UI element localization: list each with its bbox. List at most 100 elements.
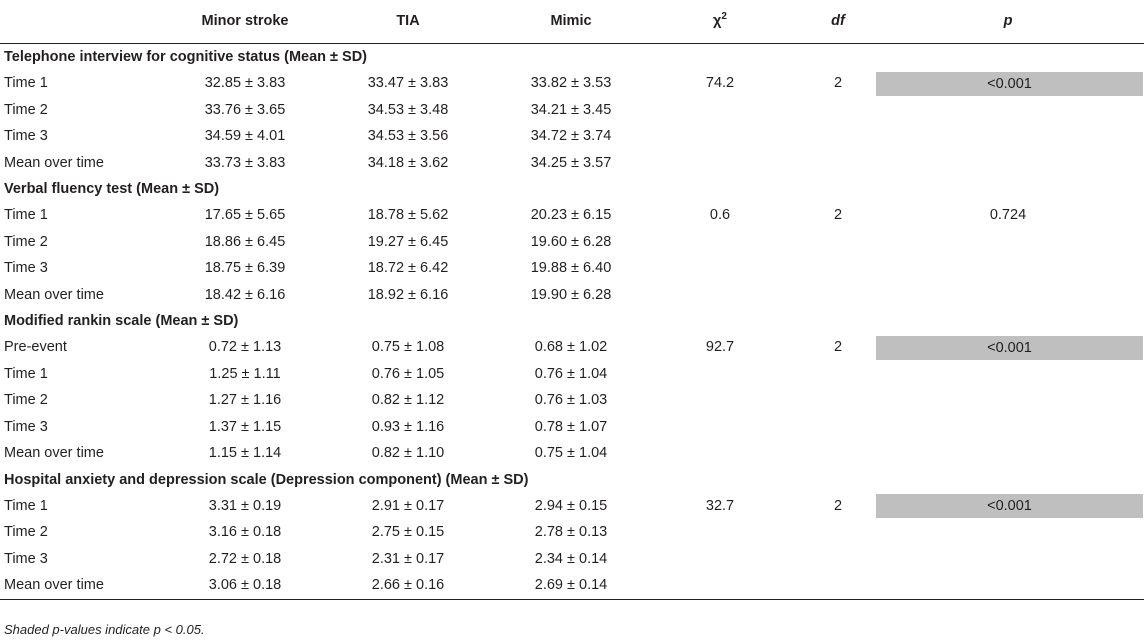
cell-chi-square [636,546,804,572]
cell-df [804,255,872,281]
cell-mimic: 2.78 ± 0.13 [534,524,608,541]
row-label: Mean over time [4,445,104,462]
shaded-p-value: <0.001 [876,71,1143,96]
table-row: Time 2 33.76 ± 3.65 34.53 ± 3.48 34.21 ± 3.… [0,97,1144,123]
cell-tia: 0.93 ± 1.16 [371,418,445,435]
cell-mimic: 19.88 ± 6.40 [530,260,612,277]
section-header-row: Telephone interview for cognitive status… [0,44,1144,71]
table-footnote: Shaded p-values indicate p < 0.05. [4,622,205,637]
row-label: Time 2 [4,392,48,409]
section-header-row: Verbal fluency test (Mean ± SD) [0,176,1144,202]
cell-mimic: 33.82 ± 3.53 [530,75,612,92]
cell-tia: 34.18 ± 3.62 [367,154,449,171]
cell-minor-stroke: 0.72 ± 1.13 [208,339,282,356]
table-row: Time 1 1.25 ± 1.11 0.76 ± 1.05 0.76 ± 1.04 [0,361,1144,387]
row-label: Time 1 [4,365,48,382]
cell-df [804,546,872,572]
section-header-row: Modified rankin scale (Mean ± SD) [0,308,1144,334]
section-title: Modified rankin scale (Mean ± SD) [4,313,239,330]
section-title: Verbal fluency test (Mean ± SD) [4,181,220,198]
cell-df [804,414,872,440]
cell-tia: 0.75 ± 1.08 [371,339,445,356]
cell-df [804,229,872,255]
table-row: Pre-event 0.72 ± 1.13 0.75 ± 1.08 0.68 ± 1.… [0,334,1144,360]
header-p: p [872,0,1144,44]
header-minor-stroke: Minor stroke [180,0,310,44]
header-mimic: Mimic [506,0,636,44]
section-title: Telephone interview for cognitive status… [4,49,367,65]
row-label: Time 1 [4,75,48,92]
table-body: Telephone interview for cognitive status… [0,44,1144,600]
row-label: Mean over time [4,286,104,303]
cell-p-value [872,546,1144,572]
header-tia: TIA [310,0,506,44]
cell-chi-square [636,387,804,413]
cell-mimic: 34.25 ± 3.57 [530,154,612,171]
cell-p-value [872,519,1144,545]
cell-df [804,361,872,387]
cell-df: 2 [833,497,843,514]
cell-p-value: <0.001 [872,493,1144,519]
table-header: Minor stroke TIA Mimic χ2 df p [0,0,1144,44]
cell-chi-square [636,97,804,123]
cell-df [804,97,872,123]
cell-tia: 34.53 ± 3.48 [367,101,449,118]
cell-minor-stroke: 1.15 ± 1.14 [208,445,282,462]
cell-minor-stroke: 3.06 ± 0.18 [180,572,310,600]
row-label: Time 2 [4,524,48,541]
cell-tia: 2.66 ± 0.16 [310,572,506,600]
cell-p-value [872,97,1144,123]
cell-chi-square [636,255,804,281]
table-row: Mean over time 18.42 ± 6.16 18.92 ± 6.16 19… [0,282,1144,308]
cell-chi-square: 0.6 [709,207,731,224]
cell-chi-square [636,361,804,387]
cell-minor-stroke: 17.65 ± 5.65 [204,207,286,224]
cell-mimic: 0.68 ± 1.02 [534,339,608,356]
cell-p-value [872,229,1144,255]
table-row: Time 3 34.59 ± 4.01 34.53 ± 3.56 34.72 ± 3.… [0,123,1144,149]
table-row: Time 2 1.27 ± 1.16 0.82 ± 1.12 0.76 ± 1.03 [0,387,1144,413]
cell-p-value: 0.724 [989,207,1027,224]
cell-p-value [872,361,1144,387]
cell-p-value [872,282,1144,308]
cell-df [804,282,872,308]
row-label: Time 1 [4,497,48,514]
header-empty [0,0,180,44]
cell-mimic: 2.34 ± 0.14 [534,550,608,567]
cell-minor-stroke: 2.72 ± 0.18 [208,550,282,567]
cell-tia: 33.47 ± 3.83 [367,75,449,92]
cell-mimic: 0.76 ± 1.04 [534,365,608,382]
cell-mimic: 0.75 ± 1.04 [534,445,608,462]
table-row: Time 1 17.65 ± 5.65 18.78 ± 5.62 20.23 ± 6.… [0,202,1144,228]
section-header-row: Hospital anxiety and depression scale (D… [0,467,1144,493]
cell-chi-square: 74.2 [705,75,735,92]
cell-tia: 34.53 ± 3.56 [367,128,449,145]
cell-tia: 2.75 ± 0.15 [371,524,445,541]
header-chi-square: χ2 [636,0,804,44]
cell-tia: 0.76 ± 1.05 [371,365,445,382]
row-label: Time 1 [4,207,48,224]
cell-df: 2 [833,207,843,224]
cell-df [804,123,872,149]
section-title: Hospital anxiety and depression scale (D… [4,471,529,488]
table-row: Time 1 3.31 ± 0.19 2.91 ± 0.17 2.94 ± 0.15 3… [0,493,1144,519]
row-label: Time 3 [4,128,48,145]
cell-p-value [872,387,1144,413]
cell-minor-stroke: 3.31 ± 0.19 [208,497,282,514]
cell-minor-stroke: 34.59 ± 4.01 [204,128,286,145]
row-label: Time 2 [4,101,48,118]
cell-p-value [872,572,1144,600]
cell-chi-square [636,123,804,149]
header-chi-superscript: 2 [721,11,727,23]
cell-p-value [872,414,1144,440]
cell-tia: 18.92 ± 6.16 [367,286,449,303]
row-label: Time 2 [4,233,48,250]
table-row: Time 1 32.85 ± 3.83 33.47 ± 3.83 33.82 ± 3.… [0,70,1144,96]
cell-tia: 19.27 ± 6.45 [367,233,449,250]
cell-minor-stroke: 1.25 ± 1.11 [209,365,281,382]
row-label: Pre-event [4,339,67,356]
cell-chi-square [636,150,804,176]
cell-chi-square: 32.7 [705,497,735,514]
cell-tia: 0.82 ± 1.12 [371,392,445,409]
table-row: Time 2 3.16 ± 0.18 2.75 ± 0.15 2.78 ± 0.13 [0,519,1144,545]
